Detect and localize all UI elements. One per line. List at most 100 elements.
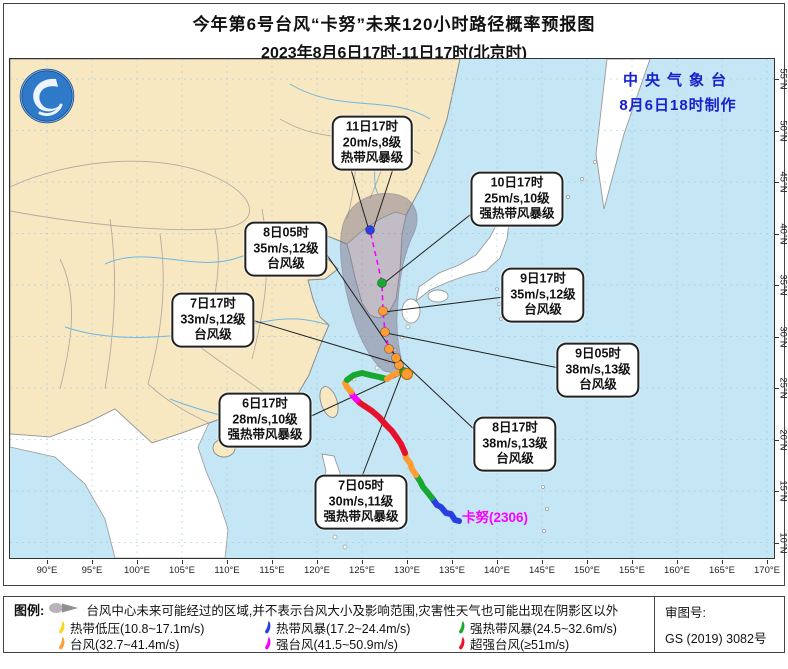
legend-item: 台风(32.7~41.4m/s)	[56, 634, 179, 653]
agency-issued-time: 8月6日18时制作	[619, 97, 737, 114]
legend-item-label: 强台风(41.5~50.9m/s)	[276, 638, 398, 652]
lon-label: 120°E	[304, 565, 330, 576]
lon-tick	[317, 560, 318, 564]
forecast-point	[378, 306, 388, 316]
lon-tick	[362, 560, 363, 564]
lon-tick	[272, 560, 273, 564]
lon-tick	[542, 560, 543, 564]
lon-label: 105°E	[169, 565, 195, 576]
forecast-callout: 8日05时 35m/s,12级 台风级	[244, 221, 328, 277]
current-position	[401, 368, 413, 380]
legend-item: 强热带风暴(24.5~32.6m/s)	[456, 618, 617, 637]
indochina-peninsula	[10, 408, 229, 558]
longitude-axis: 90°E 95°E 100°E 105°E 110°E 115°E 120°E 125°E 13…	[9, 560, 780, 584]
forecast-callout: 11日17时 20m/s,8级 热带风暴级	[331, 115, 413, 171]
lon-tick	[227, 560, 228, 564]
typhoon-symbol-icon	[265, 636, 271, 650]
track-segment	[429, 495, 462, 524]
legend-title: 图例:	[14, 603, 45, 618]
storm-name-label: 卡努(2306)	[462, 510, 529, 525]
page-title: 今年第6号台风“卡努”未来120小时路径概率预报图	[192, 15, 596, 34]
legend-note-row: 图例: 台风中心未来可能经过的区域,并不表示台风大小及影响范围,灾害性天气也可能…	[14, 600, 618, 619]
japan-kyushu	[401, 298, 421, 324]
latitude-axis: 55°N 50°N 45°N 40°N 35°N 30°N 25°N 20°N 15°N 10°N	[775, 58, 788, 559]
korea-peninsula	[346, 211, 407, 319]
legend: 图例: 台风中心未来可能经过的区域,并不表示台风大小及影响范围,灾害性天气也可能…	[3, 596, 785, 653]
legend-item-label: 超强台风(≥51m/s)	[470, 638, 570, 652]
forecast-callout: 9日17时 35m/s,12级 台风级	[501, 267, 585, 323]
forecast-point	[380, 327, 390, 337]
forecast-point	[391, 353, 401, 363]
track-segment	[354, 397, 408, 456]
lon-tick	[587, 560, 588, 564]
forecast-callout: 9日05时 38m/s,13级 台风级	[556, 342, 640, 398]
lon-label: 110°E	[214, 565, 240, 576]
typhoon-symbol-icon	[265, 620, 271, 634]
typhoon-track	[342, 225, 462, 524]
lon-label: 150°E	[574, 565, 600, 576]
forecast-point	[384, 344, 394, 354]
lat-label: 50°N	[777, 119, 788, 142]
lon-tick	[722, 560, 723, 564]
page-subtitle: 2023年8月6日17时-11日17时(北京时)	[261, 45, 527, 62]
lon-tick	[677, 560, 678, 564]
cma-logo	[18, 67, 76, 130]
japan-shikoku	[427, 289, 449, 303]
lon-label: 160°E	[664, 565, 690, 576]
lon-tick	[137, 560, 138, 564]
approval-label: 审图号:	[665, 606, 706, 620]
lon-tick	[92, 560, 93, 564]
track-segment	[402, 450, 419, 478]
track-segment	[413, 472, 435, 501]
outer-frame: 今年第6号台风“卡努”未来120小时路径概率预报图 2023年8月6日17时-1…	[3, 3, 788, 586]
legend-item-label: 热带风暴(17.2~24.4m/s)	[276, 622, 411, 636]
typhoon-symbol-icon	[459, 620, 465, 634]
title-block: 今年第6号台风“卡努”未来120小时路径概率预报图 2023年8月6日17时-1…	[4, 10, 784, 63]
map-area: 中央气象台 8月6日18时制作 6日17时 28m/s,10级 强热带风暴级 7日05…	[9, 58, 775, 559]
typhoon-symbol-icon	[59, 636, 65, 650]
lon-tick	[632, 560, 633, 564]
lat-tick	[775, 439, 779, 441]
lon-label: 100°E	[124, 565, 150, 576]
lon-label: 140°E	[484, 565, 510, 576]
lon-label: 145°E	[529, 565, 555, 576]
lat-tick	[775, 182, 779, 183]
legend-item-label: 热带低压(10.8~17.1m/s)	[70, 622, 205, 636]
agency-credit: 中央气象台 8月6日18时制作	[588, 69, 768, 115]
typhoon-symbol-icon	[459, 636, 465, 650]
legend-item-label: 强热带风暴(24.5~32.6m/s)	[470, 622, 617, 636]
lat-label: 20°N	[777, 428, 788, 451]
lon-tick	[767, 560, 768, 564]
lon-label: 125°E	[349, 565, 375, 576]
sakhalin-island	[595, 59, 651, 210]
graticule	[10, 59, 774, 558]
lat-label: 15°N	[777, 480, 788, 502]
lon-tick	[452, 560, 453, 564]
lat-tick	[775, 285, 779, 286]
forecast-callout: 6日17时 28m/s,10级 强热带风暴级	[218, 392, 312, 448]
lat-label: 45°N	[777, 171, 788, 193]
legend-item: 强台风(41.5~50.9m/s)	[262, 634, 398, 653]
lon-tick	[182, 560, 183, 564]
lat-tick	[775, 79, 779, 80]
forecast-callout: 7日17时 33m/s,12级 台风级	[171, 292, 255, 348]
approval-block: 审图号: GS (2019) 3082号	[654, 597, 783, 652]
lat-label: 10°N	[777, 531, 788, 554]
lat-tick	[775, 336, 779, 338]
legend-item: 热带低压(10.8~17.1m/s)	[56, 618, 204, 637]
lat-label: 25°N	[777, 377, 788, 399]
lon-tick	[407, 560, 408, 564]
typhoon-symbol-icon	[59, 620, 65, 634]
lat-tick	[775, 491, 779, 492]
lon-label: 170°E	[754, 565, 780, 576]
lon-label: 135°E	[439, 565, 465, 576]
lon-label: 115°E	[259, 565, 285, 576]
forecast-point	[365, 225, 375, 235]
lon-label: 130°E	[394, 565, 420, 576]
lat-label: 55°N	[777, 68, 788, 90]
lat-tick	[775, 542, 779, 544]
lon-label: 95°E	[81, 565, 103, 576]
cone-legend-icon	[48, 601, 82, 618]
lon-tick	[497, 560, 498, 564]
